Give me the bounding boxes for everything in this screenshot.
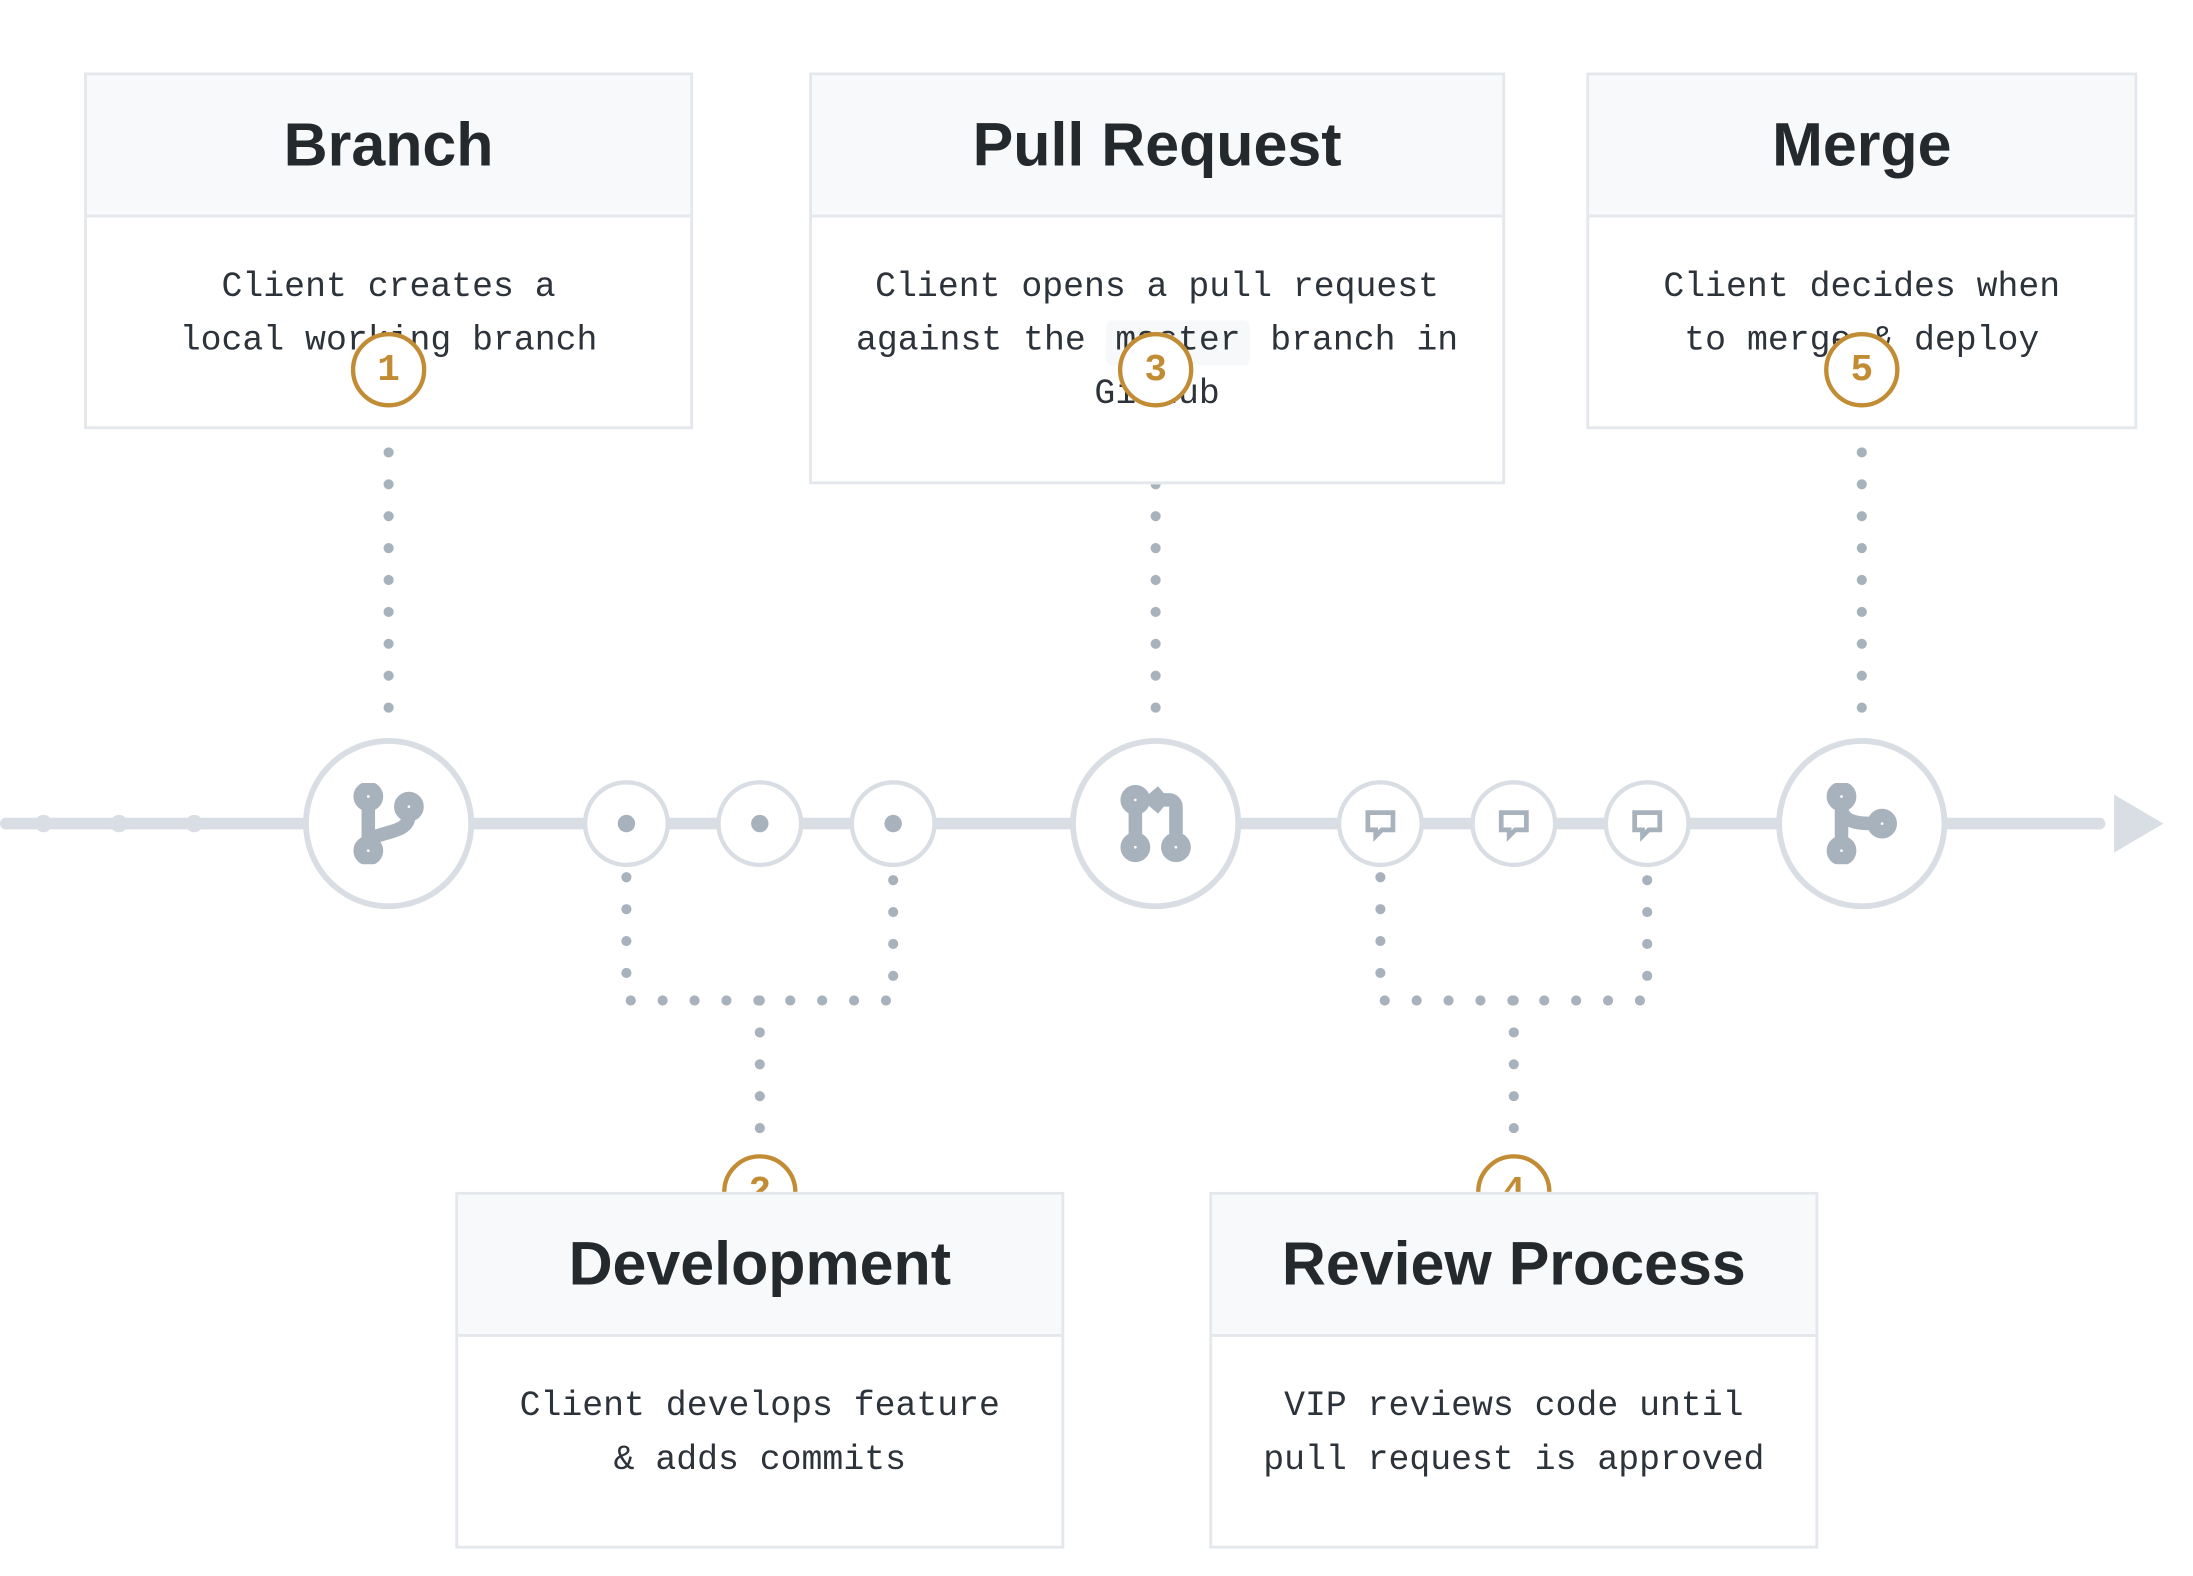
step-title: Review Process <box>1212 1195 1815 1337</box>
body-line: & adds commits <box>614 1442 906 1481</box>
step-number-badge: 1 <box>351 332 426 407</box>
step-title: Pull Request <box>812 75 1502 217</box>
step-number-badge: 5 <box>1824 332 1899 407</box>
review-node <box>1604 780 1691 867</box>
body-line: Client opens a pull request <box>875 268 1439 307</box>
step-number-badge: 3 <box>1118 332 1193 407</box>
step-body: Client develops feature & adds commits <box>458 1337 1061 1546</box>
dot-icon <box>885 815 902 832</box>
step-card-development: Development Client develops feature & ad… <box>455 1192 1064 1549</box>
commit-node <box>850 780 937 867</box>
review-node <box>1470 780 1557 867</box>
step-title: Development <box>458 1195 1061 1337</box>
pull-request-icon <box>1115 783 1196 864</box>
git-branch-icon <box>348 783 429 864</box>
comment-icon <box>1495 805 1533 843</box>
axis-lead-dot <box>186 815 203 832</box>
body-line: Client develops feature <box>520 1388 1000 1427</box>
comment-icon <box>1628 805 1666 843</box>
body-line: VIP reviews code until <box>1284 1388 1743 1427</box>
commit-node <box>583 780 670 867</box>
pull-request-node <box>1070 738 1241 909</box>
body-line: pull request is approved <box>1263 1442 1764 1481</box>
git-merge-icon <box>1821 783 1902 864</box>
body-line: Client decides when <box>1663 268 2060 307</box>
merge-node <box>1776 738 1947 909</box>
step-card-pull-request: Pull Request Client opens a pull request… <box>809 73 1505 484</box>
dot-icon <box>751 815 768 832</box>
commit-node <box>716 780 803 867</box>
step-body: VIP reviews code until pull request is a… <box>1212 1337 1815 1546</box>
axis-lead-dot <box>35 815 52 832</box>
body-line-pre: against the <box>856 322 1107 361</box>
dot-icon <box>618 815 635 832</box>
step-title: Merge <box>1589 75 2134 217</box>
body-line: Client creates a <box>222 268 556 307</box>
step-card-review: Review Process VIP reviews code until pu… <box>1209 1192 1818 1549</box>
step-title: Branch <box>87 75 690 217</box>
review-node <box>1337 780 1424 867</box>
axis-lead-dot <box>110 815 127 832</box>
branch-node <box>303 738 474 909</box>
timeline-arrow-icon <box>2115 795 2164 853</box>
comment-icon <box>1362 805 1400 843</box>
